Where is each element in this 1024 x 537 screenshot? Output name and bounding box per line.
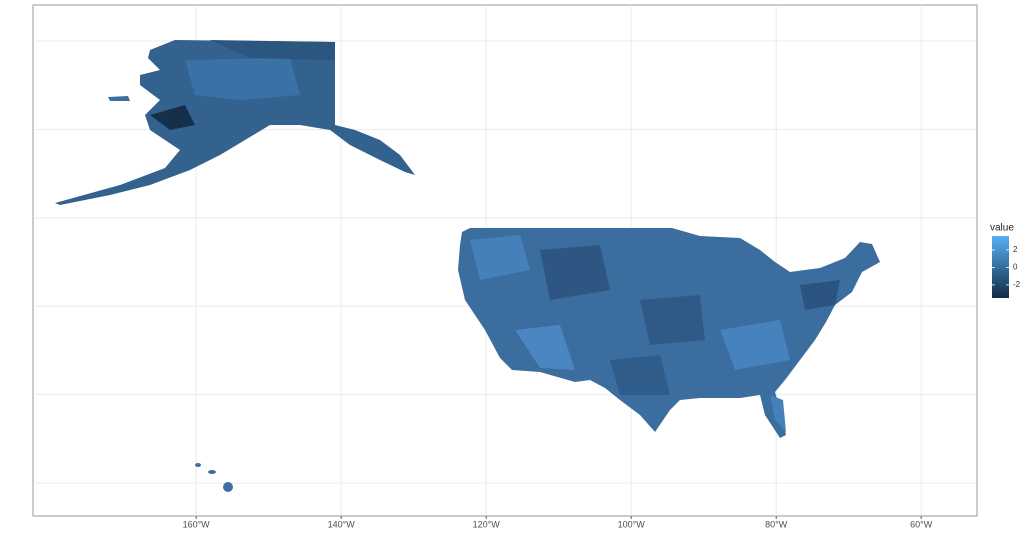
legend-tick-label: 0 (1013, 263, 1018, 272)
alaska-region (210, 40, 335, 60)
legend-tick-label: -2 (1013, 280, 1021, 289)
alaska (55, 40, 415, 205)
region-patch (610, 355, 670, 395)
hawaii (223, 482, 233, 492)
region-patch (540, 245, 610, 300)
x-tick-label: 160°W (183, 519, 211, 529)
legend-tick-label: 2 (1013, 245, 1018, 254)
axes: 160°W 140°W 120°W 100°W 80°W 60°W (183, 516, 933, 529)
region-patch (800, 280, 840, 310)
x-tick-label: 120°W (473, 519, 501, 529)
region-patch (640, 295, 705, 345)
legend: value 2 0 -2 (990, 223, 1021, 298)
x-tick-label: 100°W (618, 519, 646, 529)
alaska-region (185, 58, 300, 100)
x-tick-label: 80°W (765, 519, 788, 529)
region-patch (770, 395, 786, 432)
legend-title: value (990, 223, 1014, 234)
alaska-island (108, 96, 130, 101)
x-tick-label: 140°W (328, 519, 356, 529)
x-tick-label: 60°W (910, 519, 933, 529)
alaska-region (150, 105, 195, 130)
hawaii (208, 470, 216, 474)
colorbar (992, 236, 1009, 298)
region-patch (470, 235, 530, 280)
region-patch (720, 320, 790, 370)
hawaii (195, 463, 201, 467)
map (55, 40, 880, 492)
region-patch (515, 325, 575, 370)
